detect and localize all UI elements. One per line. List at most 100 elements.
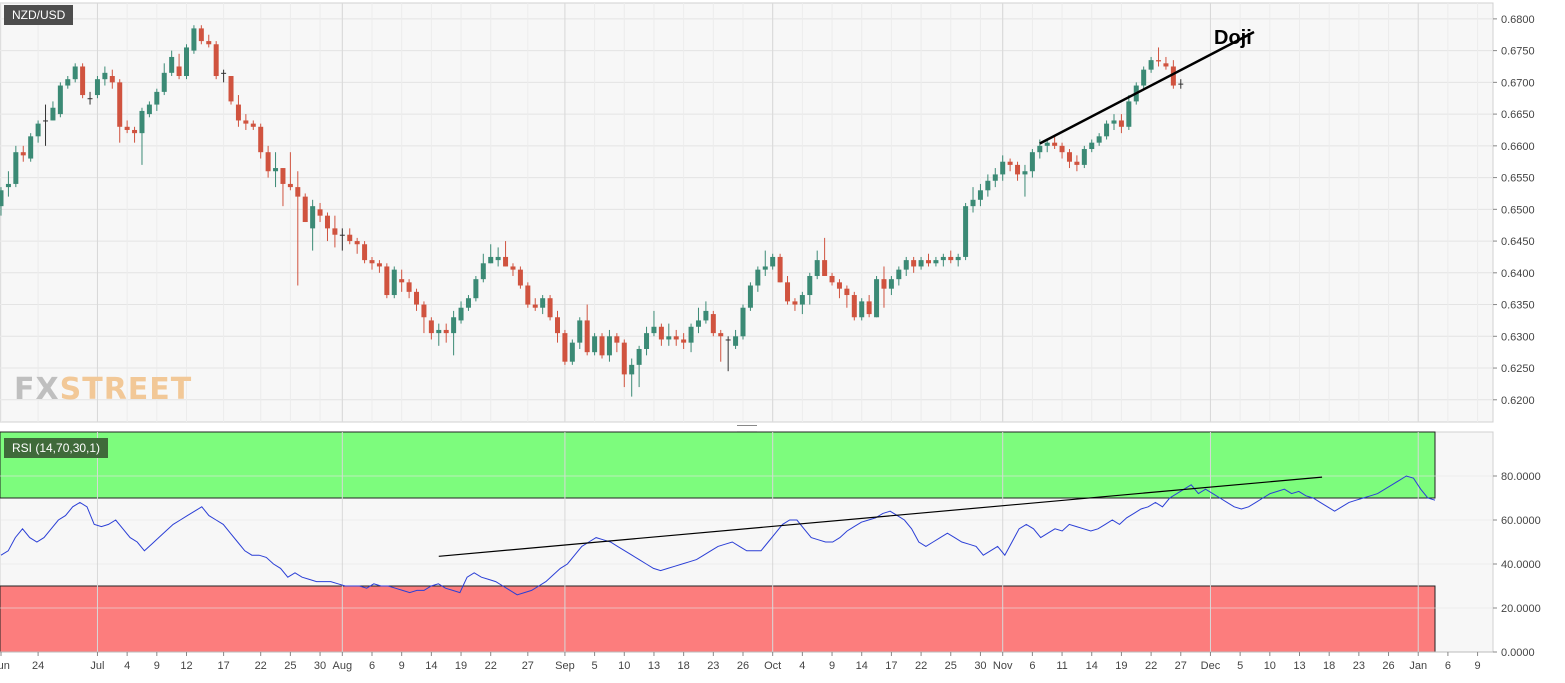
overbought-zone bbox=[0, 431, 1436, 499]
candle-body bbox=[785, 282, 791, 302]
x-tick-label: 9 bbox=[399, 660, 405, 672]
candle-body bbox=[332, 228, 338, 235]
candle bbox=[139, 107, 145, 165]
candle-body bbox=[844, 288, 850, 296]
candle-body bbox=[1015, 164, 1021, 175]
candle bbox=[503, 241, 509, 267]
x-tick-label: Oct bbox=[764, 660, 781, 672]
candle bbox=[888, 275, 894, 296]
candle-body bbox=[747, 285, 753, 308]
panel-resize-handle[interactable] bbox=[737, 425, 757, 432]
candle bbox=[5, 171, 11, 197]
x-tick-label: 26 bbox=[1382, 660, 1394, 672]
candle-body bbox=[569, 342, 575, 362]
candle-body bbox=[866, 301, 872, 315]
candle bbox=[102, 66, 108, 86]
candle-body bbox=[184, 47, 189, 77]
price-tick-label: 0.6750 bbox=[1501, 46, 1535, 58]
x-tick-label: 19 bbox=[455, 660, 467, 672]
candle bbox=[985, 174, 991, 197]
rsi-line bbox=[0, 475, 1436, 596]
x-tick-label: 9 bbox=[1475, 660, 1481, 672]
candle-body bbox=[851, 295, 857, 318]
price-tick-label: 0.6800 bbox=[1501, 14, 1535, 26]
candle-body bbox=[384, 266, 390, 296]
price-tick-label: 0.6300 bbox=[1501, 331, 1535, 343]
candle bbox=[65, 76, 71, 89]
candle-body bbox=[13, 152, 19, 184]
candle-body bbox=[1089, 142, 1095, 150]
candle bbox=[1015, 161, 1021, 181]
candle bbox=[94, 76, 100, 99]
candle bbox=[1178, 79, 1184, 89]
candle bbox=[1163, 56, 1169, 70]
candle bbox=[169, 50, 175, 77]
candle bbox=[443, 323, 449, 343]
rsi-tick-label: 20.0000 bbox=[1501, 603, 1541, 615]
candle bbox=[28, 133, 34, 162]
price-plot-area bbox=[0, 2, 1494, 423]
candle-body bbox=[443, 329, 449, 334]
candle-body bbox=[1029, 152, 1035, 172]
candle-body bbox=[273, 168, 279, 172]
candle-body bbox=[1007, 161, 1013, 165]
candle bbox=[362, 241, 368, 264]
candle bbox=[614, 333, 620, 353]
candle-body bbox=[154, 91, 160, 105]
candle-body bbox=[673, 336, 679, 340]
candle bbox=[206, 34, 212, 48]
candle bbox=[666, 323, 672, 346]
x-tick-label: 9 bbox=[154, 660, 160, 672]
candle-body bbox=[414, 291, 420, 305]
candle bbox=[250, 120, 256, 130]
candle-body bbox=[287, 183, 293, 188]
candle-body bbox=[651, 326, 657, 334]
candle bbox=[673, 329, 679, 346]
x-tick-label: Aug bbox=[333, 660, 353, 672]
candle-body bbox=[948, 256, 954, 261]
candle-body bbox=[57, 85, 63, 115]
candle bbox=[977, 183, 983, 207]
x-tick-label: Jan bbox=[1409, 660, 1427, 672]
candle bbox=[414, 288, 420, 311]
x-tick-label: 13 bbox=[648, 660, 660, 672]
candle-body bbox=[629, 364, 635, 375]
candle bbox=[866, 295, 872, 318]
candle-body bbox=[614, 336, 620, 343]
candle bbox=[918, 256, 924, 270]
candle-body bbox=[1066, 152, 1072, 162]
candle bbox=[933, 256, 939, 267]
candle-body bbox=[117, 82, 123, 127]
candle bbox=[881, 266, 887, 308]
candle-body bbox=[206, 41, 212, 45]
candle bbox=[903, 256, 909, 276]
candle-body bbox=[985, 180, 991, 191]
candle bbox=[339, 228, 345, 251]
candle bbox=[1126, 95, 1132, 130]
candle bbox=[859, 298, 865, 321]
candle-body bbox=[250, 123, 256, 127]
candle bbox=[198, 25, 204, 45]
price-tick-label: 0.6550 bbox=[1501, 173, 1535, 185]
candle bbox=[243, 114, 249, 130]
candle bbox=[324, 212, 330, 242]
candle-body bbox=[5, 183, 11, 188]
candle bbox=[555, 310, 560, 343]
candle-body bbox=[1111, 120, 1117, 124]
candle-body bbox=[881, 279, 887, 289]
candle bbox=[317, 202, 323, 223]
candle-body bbox=[859, 301, 865, 318]
rsi-indicator-label: RSI (14,70,30,1) bbox=[4, 438, 109, 458]
candle-body bbox=[896, 269, 902, 280]
candle-body bbox=[658, 326, 664, 340]
x-tick-label: 6 bbox=[1029, 660, 1035, 672]
candle bbox=[436, 323, 442, 346]
candle-body bbox=[644, 333, 650, 349]
rsi-trendline bbox=[438, 476, 1323, 557]
price-tick-label: 0.6700 bbox=[1501, 77, 1535, 89]
candle bbox=[132, 126, 138, 143]
candle bbox=[718, 329, 724, 362]
candle bbox=[1141, 66, 1147, 89]
candle bbox=[1000, 155, 1006, 181]
candle-body bbox=[310, 206, 316, 229]
